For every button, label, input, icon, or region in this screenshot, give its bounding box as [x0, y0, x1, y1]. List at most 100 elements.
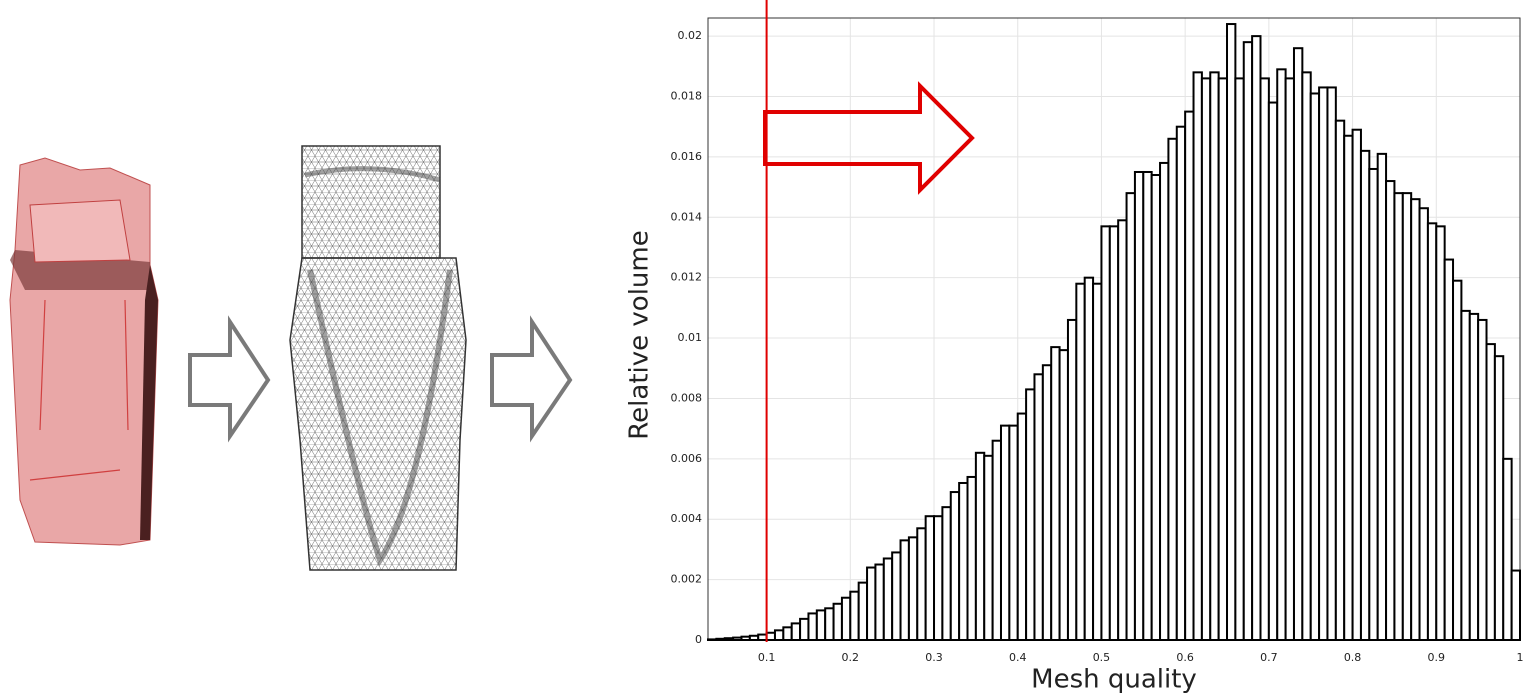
bar [1260, 78, 1268, 640]
threshold-arrow [765, 86, 972, 190]
bar [800, 619, 808, 640]
bar [1319, 87, 1327, 640]
x-tick-label: 1 [1517, 651, 1524, 664]
bar [901, 540, 909, 640]
bar [1277, 69, 1285, 640]
bar [1445, 260, 1453, 640]
bar [1118, 220, 1126, 640]
x-tick-label: 0.7 [1260, 651, 1278, 664]
bar [716, 639, 724, 640]
bar [1327, 87, 1335, 640]
bar [1127, 193, 1135, 640]
bar [968, 477, 976, 640]
flow-arrow [190, 322, 268, 436]
bar [1344, 136, 1352, 640]
y-tick-label: 0.002 [671, 573, 703, 586]
y-tick-label: 0.006 [671, 452, 703, 465]
bar [1411, 199, 1419, 640]
bar [1210, 72, 1218, 640]
bar [1093, 284, 1101, 640]
bar [1043, 365, 1051, 640]
bar [1487, 344, 1495, 640]
flow-arrow [492, 322, 570, 436]
bar [817, 610, 825, 640]
bar [1470, 314, 1478, 640]
y-tick-label: 0.012 [671, 271, 703, 284]
bar [1219, 78, 1227, 640]
figure: Relative volume Mesh quality 00.0020.004… [0, 0, 1527, 697]
x-tick-label: 0.1 [758, 651, 776, 664]
bar [1194, 72, 1202, 640]
bar [1018, 414, 1026, 640]
bar [1026, 389, 1034, 640]
bar [976, 453, 984, 640]
bar [750, 636, 758, 640]
bar [1101, 226, 1109, 640]
bar [951, 492, 959, 640]
bar [1227, 24, 1235, 640]
x-tick-label: 0.5 [1093, 651, 1111, 664]
bar [1428, 223, 1436, 640]
mesh-model [290, 146, 466, 570]
bar [1177, 127, 1185, 640]
bar [1461, 311, 1469, 640]
x-tick-label: 0.8 [1344, 651, 1362, 664]
y-tick-label: 0.004 [671, 512, 703, 525]
bar [1436, 226, 1444, 640]
y-tick-label: 0.01 [678, 331, 703, 344]
bar [1244, 42, 1252, 640]
bar [1353, 130, 1361, 640]
bar [1478, 320, 1486, 640]
bar [1269, 103, 1277, 640]
bar [1512, 571, 1520, 640]
y-tick-label: 0.016 [671, 150, 703, 163]
bar [1051, 347, 1059, 640]
bar [1160, 163, 1168, 640]
bar [1369, 169, 1377, 640]
bar [741, 637, 749, 640]
bar [1085, 278, 1093, 640]
bar [1378, 154, 1386, 640]
bar [1294, 48, 1302, 640]
bar [934, 516, 942, 640]
bar [993, 441, 1001, 640]
bar [1420, 208, 1428, 640]
y-tick-label: 0 [695, 633, 702, 646]
bar [1386, 181, 1394, 640]
bar [984, 456, 992, 640]
bar [1060, 350, 1068, 640]
bar [834, 604, 842, 640]
bar [1168, 139, 1176, 640]
x-tick-label: 0.3 [925, 651, 943, 664]
bar [1453, 281, 1461, 640]
tooth-model [10, 158, 158, 545]
bar [1302, 72, 1310, 640]
bar [1495, 356, 1503, 640]
bar [917, 528, 925, 640]
bar [884, 558, 892, 640]
bar [1503, 459, 1511, 640]
x-tick-label: 0.9 [1428, 651, 1446, 664]
bar [1001, 426, 1009, 640]
bar [1202, 78, 1210, 640]
bar [783, 627, 791, 640]
bar [850, 592, 858, 640]
bar [859, 583, 867, 640]
bar [942, 507, 950, 640]
y-axis-label: Relative volume [625, 230, 655, 439]
bar [1361, 151, 1369, 640]
bar [1152, 175, 1160, 640]
bar [792, 623, 800, 640]
bar [1286, 78, 1294, 640]
bar [926, 516, 934, 640]
y-tick-label: 0.014 [671, 210, 703, 223]
bar [1135, 172, 1143, 640]
bar [1143, 172, 1151, 640]
x-tick-label: 0.2 [842, 651, 860, 664]
bar [842, 598, 850, 640]
bar [1311, 93, 1319, 640]
bar [1110, 226, 1118, 640]
x-tick-label: 0.4 [1009, 651, 1027, 664]
bar [825, 608, 833, 640]
bar [909, 537, 917, 640]
